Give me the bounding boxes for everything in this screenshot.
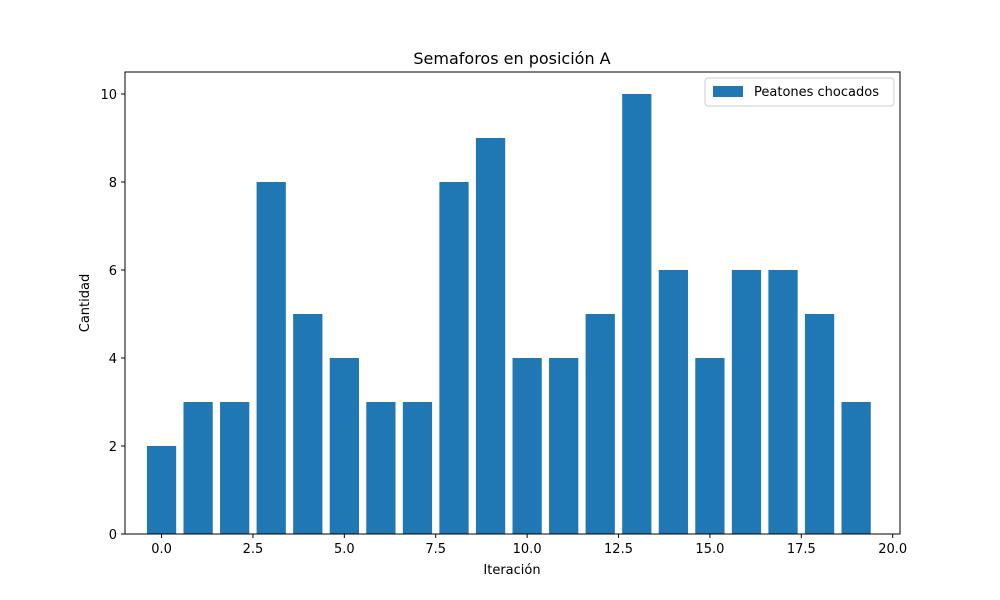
x-tick-label: 0.0 bbox=[151, 542, 172, 557]
x-tick-label: 15.0 bbox=[695, 542, 724, 557]
y-tick-label: 6 bbox=[109, 264, 117, 279]
bar-iteration-5 bbox=[329, 358, 359, 534]
x-tick-label: 2.5 bbox=[243, 542, 264, 557]
y-tick-label: 8 bbox=[109, 176, 117, 191]
bar-iteration-13 bbox=[622, 94, 652, 534]
bar-iteration-1 bbox=[183, 402, 213, 534]
x-tick-label: 7.5 bbox=[425, 542, 446, 557]
bar-iteration-0 bbox=[146, 446, 177, 534]
y-tick-label: 10 bbox=[100, 88, 117, 103]
bar-iteration-4 bbox=[293, 314, 323, 534]
bar-iteration-15 bbox=[695, 358, 725, 534]
axes-frame bbox=[124, 71, 901, 535]
bar-iteration-16 bbox=[731, 270, 762, 534]
x-tick-label: 12.5 bbox=[604, 542, 633, 557]
bar-iteration-18 bbox=[804, 314, 835, 534]
y-tick-label: 4 bbox=[109, 352, 117, 367]
bar-iteration-12 bbox=[585, 314, 615, 534]
y-tick-label: 2 bbox=[109, 440, 117, 455]
x-axis-ticks: 0.0 2.5 5.0 7.5 10.0 12.5 15.0 17.5 20.0 bbox=[151, 534, 907, 557]
x-tick-label: 5.0 bbox=[334, 542, 355, 557]
y-tick-label: 0 bbox=[109, 528, 117, 543]
bars bbox=[146, 94, 871, 534]
legend-box bbox=[704, 77, 895, 107]
x-tick-label: 17.5 bbox=[787, 542, 816, 557]
x-axis-label: Iteración bbox=[483, 563, 540, 578]
y-axis-ticks: 0 2 4 6 8 10 bbox=[100, 88, 125, 543]
chart-title: Semaforos en posición A bbox=[413, 49, 610, 68]
bar-iteration-17 bbox=[768, 270, 798, 534]
legend-label: Peatones chocados bbox=[754, 85, 879, 100]
bar-iteration-6 bbox=[366, 402, 396, 534]
y-axis-label: Cantidad bbox=[78, 274, 93, 332]
x-tick-label: 10.0 bbox=[513, 542, 542, 557]
legend-swatch bbox=[713, 86, 743, 97]
bar-iteration-10 bbox=[512, 358, 542, 534]
bar-iteration-11 bbox=[549, 358, 579, 534]
bar-iteration-9 bbox=[475, 138, 506, 534]
bar-iteration-14 bbox=[658, 270, 688, 534]
bar-iteration-19 bbox=[841, 402, 871, 534]
bar-iteration-3 bbox=[256, 182, 286, 534]
bar-iteration-2 bbox=[220, 402, 250, 534]
bar-iteration-8 bbox=[439, 182, 469, 534]
legend: Peatones chocados bbox=[704, 77, 895, 107]
x-tick-label: 20.0 bbox=[878, 542, 907, 557]
bar-iteration-7 bbox=[402, 402, 433, 534]
